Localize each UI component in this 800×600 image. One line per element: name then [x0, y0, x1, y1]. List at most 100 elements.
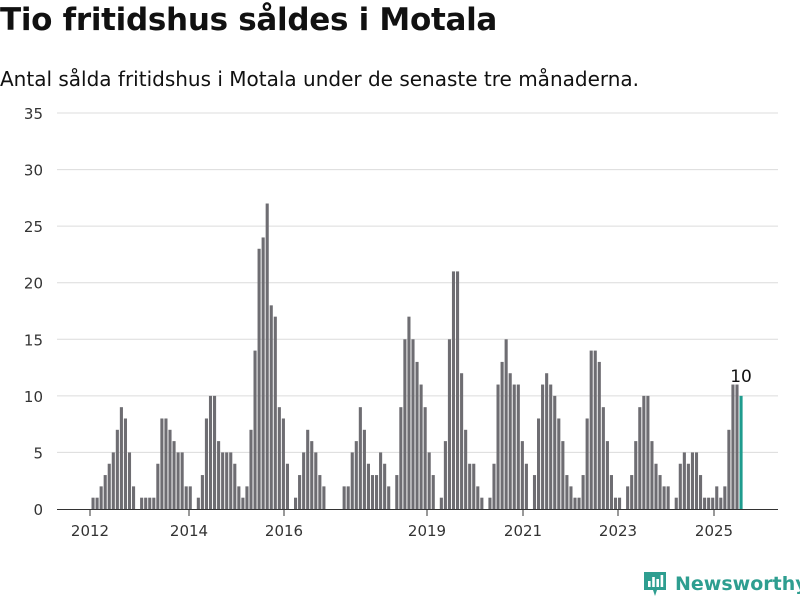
x-tick-label: 2014: [170, 522, 208, 540]
chart-title: Tio fritidshus såldes i Motala: [0, 2, 498, 38]
bar: [508, 373, 512, 509]
bar: [618, 497, 622, 509]
bar: [273, 316, 277, 509]
bar: [180, 452, 184, 509]
bar: [176, 452, 180, 509]
bar: [439, 497, 443, 509]
bar: [123, 418, 127, 509]
bar: [253, 350, 257, 509]
bar: [322, 486, 326, 509]
bar: [561, 441, 565, 509]
bar: [127, 452, 132, 509]
bar: [99, 486, 103, 509]
brand-name: Newsworthy: [675, 573, 800, 595]
y-tick-label: 25: [24, 218, 43, 236]
bar: [674, 497, 678, 509]
bar: [545, 373, 549, 509]
bar: [662, 486, 666, 509]
bar: [565, 475, 569, 509]
bar: [715, 486, 719, 509]
bar: [249, 429, 253, 509]
bar: [107, 463, 111, 509]
latest-value-label: 10: [730, 367, 752, 387]
bar: [204, 418, 208, 509]
bar: [213, 395, 217, 509]
bar: [95, 497, 99, 509]
bar: [298, 475, 302, 509]
chart-subtitle: Antal sålda fritidshus i Motala under de…: [0, 67, 640, 91]
bar: [265, 203, 269, 509]
bar: [148, 497, 152, 509]
bar: [285, 463, 289, 509]
bar: [686, 463, 690, 509]
bar: [387, 486, 391, 509]
bar: [476, 486, 480, 509]
bar: [553, 395, 557, 509]
bar: [650, 441, 654, 509]
highlighted-bar: [739, 395, 743, 509]
bar: [423, 407, 427, 509]
bar: [415, 361, 419, 509]
bar: [208, 395, 213, 509]
bar: [411, 339, 415, 509]
bar: [613, 497, 618, 509]
bar: [727, 429, 731, 509]
bar: [346, 486, 350, 509]
bar: [719, 497, 723, 509]
bar: [350, 452, 354, 509]
bar: [103, 475, 107, 509]
bar: [496, 384, 500, 509]
bar: [221, 452, 225, 509]
bar: [200, 475, 204, 509]
bar: [407, 316, 411, 509]
bar: [140, 497, 144, 509]
bar: [646, 395, 650, 509]
y-tick-label: 30: [24, 162, 43, 180]
bar: [318, 475, 322, 509]
bar: [642, 395, 646, 509]
bar: [666, 486, 670, 509]
bar: [520, 441, 524, 509]
bar: [370, 475, 375, 509]
bar: [358, 407, 362, 509]
bar: [581, 475, 585, 509]
bar: [468, 463, 472, 509]
bar: [707, 497, 711, 509]
bar: [682, 452, 686, 509]
bar: [306, 429, 310, 509]
bar: [403, 339, 407, 509]
bar: [658, 475, 662, 509]
bar: [261, 237, 265, 509]
bar: [354, 441, 358, 509]
bar: [703, 497, 707, 509]
bar: [375, 475, 379, 509]
bar: [314, 452, 318, 509]
bar: [132, 486, 136, 509]
bar: [488, 497, 492, 509]
bar: [711, 497, 715, 509]
bar: [694, 452, 699, 509]
bar: [172, 441, 176, 509]
bar: [731, 384, 735, 509]
bar: [379, 452, 383, 509]
bar: [431, 475, 435, 509]
bar: [257, 248, 261, 509]
bar: [237, 486, 241, 509]
bar: [144, 497, 148, 509]
bar: [427, 452, 431, 509]
bar: [184, 486, 188, 509]
bar: [589, 350, 593, 509]
bar: [229, 452, 233, 509]
x-tick-label: 2021: [504, 522, 542, 540]
bar: [362, 429, 366, 509]
bar: [569, 486, 573, 509]
bar: [281, 418, 285, 509]
bar: [119, 407, 123, 509]
bar: [593, 350, 597, 509]
bar: [638, 407, 642, 509]
x-tick-label: 2016: [265, 522, 303, 540]
bar: [460, 373, 464, 509]
bar: [188, 486, 192, 509]
x-tick-label: 2025: [695, 522, 733, 540]
bar: [245, 486, 249, 509]
